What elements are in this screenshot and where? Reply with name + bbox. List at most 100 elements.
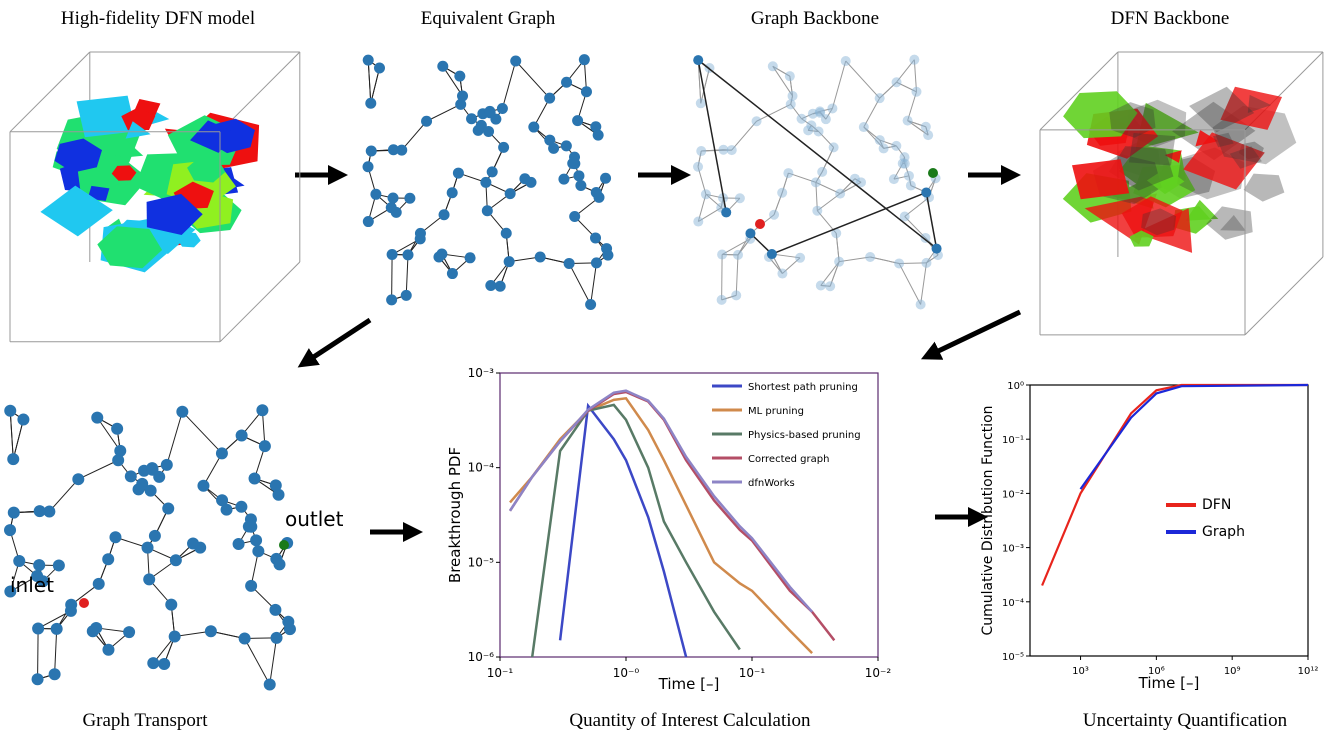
node [220,503,233,516]
cube-edge [1244,256,1324,336]
edge [166,411,183,466]
backbone-node [766,249,777,260]
fracture [1129,133,1176,166]
node [455,98,467,110]
x-tick-label: 10⁹ [1224,666,1241,677]
node [920,232,931,243]
node [158,657,171,670]
node [250,534,263,547]
cube-edge [219,261,301,343]
x-tick-label: 10⁻¹ [487,666,514,680]
node [52,559,65,572]
node [580,86,592,98]
node [486,166,498,178]
node [7,506,20,519]
node [796,113,807,124]
node [751,116,762,127]
node [204,625,217,638]
plot-frame [1029,384,1309,657]
edge [78,459,119,480]
node [909,54,920,65]
node [874,93,885,104]
node [911,86,922,97]
node [825,281,836,292]
fracture [125,121,151,139]
node [446,187,458,199]
node [503,256,515,268]
cube-edge [219,51,301,133]
node [810,177,821,188]
node [726,145,737,156]
edge [845,60,881,99]
edge [904,196,930,217]
x-tick-label: 10⁻² [865,666,892,680]
cube-edge [9,51,91,133]
fracture [1213,132,1234,148]
node [215,447,228,460]
fracture [1195,130,1219,147]
backbone-edge [697,59,938,250]
node [563,257,575,269]
legend-label: dfnWorks [748,478,795,489]
node [777,187,788,198]
node [693,161,704,172]
node [404,192,416,204]
node [717,249,728,260]
node [362,161,374,173]
node [7,453,20,466]
node [454,70,466,82]
fracture [1220,215,1246,231]
node [578,54,590,66]
backbone-node [745,228,756,239]
backbone-node [721,207,732,218]
fracture [1121,196,1183,238]
node [803,125,814,136]
x-tick-label: 10¹² [1298,666,1319,677]
node [282,615,295,628]
y-tick-label: 10⁻⁵ [1002,652,1024,663]
node [569,211,581,223]
edge [367,60,372,104]
backbone-edge [697,59,727,213]
node [817,166,828,177]
dfn-cube [9,51,301,343]
node [923,130,934,141]
node [519,173,531,185]
legend-label: Physics-based pruning [748,430,861,441]
x-tick-label: 10⁻⁰ [613,666,640,680]
node [915,299,926,310]
node [4,524,17,537]
edge [203,453,223,486]
node [168,630,181,643]
node [33,505,46,518]
node [534,251,546,263]
node [109,531,122,544]
y-tick-label: 10⁻¹ [1002,435,1024,446]
node [815,107,826,118]
node [50,622,63,635]
node [494,280,506,292]
node [235,500,248,513]
node [899,158,910,169]
edge [590,262,597,305]
node [144,484,157,497]
network [693,54,943,310]
node [387,192,399,204]
fracture [1247,94,1272,113]
node [386,294,398,306]
x-axis-label: Time [–] [1138,674,1200,692]
node [874,135,885,146]
x-tick-label: 10⁻¹ [739,666,766,680]
node [815,280,826,291]
node [827,103,838,114]
node [43,505,56,518]
node [769,209,780,220]
node [700,189,711,200]
y-tick-label: 10⁰ [1007,381,1024,392]
edge [820,261,840,286]
edge [898,263,922,305]
edge [913,59,917,92]
fracture [146,193,203,235]
node [510,55,522,67]
